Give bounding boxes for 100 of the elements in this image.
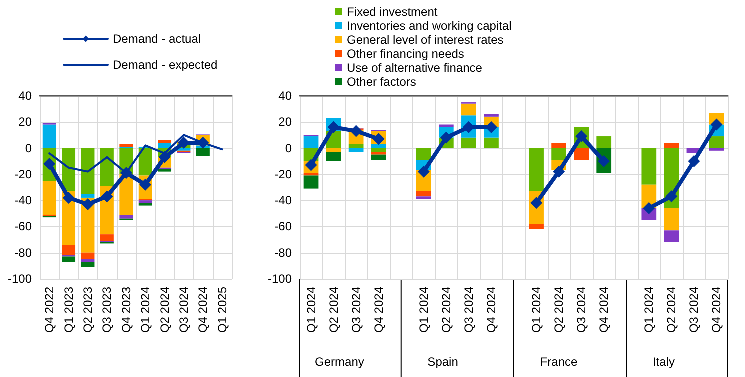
x-tick-label: Q3 2024 xyxy=(349,286,364,334)
x-tick-label: Q3 2024 xyxy=(462,286,476,334)
x-tick-label: Q4 2022 xyxy=(42,286,57,334)
bar xyxy=(120,144,134,147)
bar xyxy=(416,196,432,200)
y-tick-label: -60 xyxy=(14,220,32,234)
text: Italy xyxy=(652,355,675,369)
bar xyxy=(371,144,386,148)
x-tick-label: Q1 2025 xyxy=(215,286,230,334)
point xyxy=(418,166,430,178)
bar xyxy=(462,104,476,116)
legend-label: Other financing needs xyxy=(347,47,464,61)
y-tick-label: -80 xyxy=(14,246,32,260)
bar xyxy=(138,203,152,206)
bar xyxy=(81,262,95,268)
bar xyxy=(709,148,724,151)
bar xyxy=(100,234,114,242)
bar xyxy=(529,224,544,230)
y-tick-label: -40 xyxy=(14,194,32,208)
x-tick-label: Q2 2024 xyxy=(158,286,172,334)
bar xyxy=(348,144,364,148)
bar xyxy=(304,173,319,176)
x-tick-label: Q2 2023 xyxy=(81,286,95,334)
bar xyxy=(304,136,319,148)
x-tick-label: Q4 2024 xyxy=(196,286,210,334)
legend-label: General level of interest rates xyxy=(347,33,504,47)
legend-label: Demand - expected xyxy=(113,58,218,72)
bar xyxy=(664,143,680,148)
text: Germany xyxy=(315,355,364,369)
bar xyxy=(462,138,476,148)
bar xyxy=(62,148,76,192)
point xyxy=(643,202,656,214)
bar xyxy=(371,148,386,152)
bar xyxy=(158,169,172,172)
y-tick-label: -100 xyxy=(268,272,292,286)
bar xyxy=(371,152,386,155)
bar xyxy=(326,152,342,162)
x-tick-label: Q4 2024 xyxy=(484,286,498,334)
bar xyxy=(664,230,680,242)
x-tick-label: Q4 2024 xyxy=(597,286,612,334)
point xyxy=(101,190,114,203)
x-tick-label: Q2 2024 xyxy=(326,286,341,334)
bar xyxy=(484,138,499,148)
bar xyxy=(552,148,566,160)
bar xyxy=(138,148,152,176)
y-tick-label: -100 xyxy=(8,272,32,286)
bar xyxy=(416,148,432,160)
bar xyxy=(42,180,56,215)
x-tick-label: Q1 2024 xyxy=(138,286,153,334)
y-tick-label: -20 xyxy=(14,167,32,182)
bar xyxy=(438,124,454,128)
x-tick-label: Q2 2024 xyxy=(664,286,679,334)
bar xyxy=(100,148,114,186)
bar xyxy=(158,140,172,144)
x-tick-label: Q3 2023 xyxy=(100,286,114,334)
bar xyxy=(304,176,319,189)
y-tick-label: 0 xyxy=(285,141,292,156)
x-tick-label: Q3 2024 xyxy=(574,286,589,334)
x-tick-label: Q4 2024 xyxy=(372,286,386,334)
legend-label: Demand - actual xyxy=(113,32,202,46)
bar xyxy=(120,214,134,219)
bar xyxy=(529,148,544,192)
legend-label: Use of alternative finance xyxy=(347,61,483,75)
x-tick-label: Q4 2023 xyxy=(119,286,134,334)
x-tick-label: Q1 2024 xyxy=(304,286,318,334)
bar xyxy=(664,208,680,231)
point xyxy=(440,132,452,144)
x-tick-label: Q1 2024 xyxy=(530,286,544,334)
point xyxy=(553,166,566,178)
legend-label: Other factors xyxy=(347,75,416,89)
point xyxy=(350,125,362,138)
bar xyxy=(371,154,386,160)
legend-label: Fixed investment xyxy=(347,5,438,19)
x-tick-label: Q1 2023 xyxy=(62,286,76,334)
y-tick-label: 20 xyxy=(18,115,32,130)
bar xyxy=(552,143,566,148)
point xyxy=(82,198,94,210)
bar xyxy=(416,191,432,197)
y-tick-label: 20 xyxy=(278,115,292,130)
y-tick-label: 40 xyxy=(18,89,32,103)
y-tick-label: -80 xyxy=(274,246,292,260)
bar xyxy=(62,245,76,256)
point xyxy=(710,118,723,131)
y-tick-label: -40 xyxy=(274,194,292,208)
bar xyxy=(81,148,95,194)
point xyxy=(158,151,171,164)
bar xyxy=(138,200,152,204)
bar xyxy=(642,148,657,185)
x-tick-label: Q2 2024 xyxy=(552,286,566,334)
bar xyxy=(62,256,76,262)
bar xyxy=(42,124,56,148)
y-tick-label: 40 xyxy=(278,89,292,103)
x-tick-label: Q2 2024 xyxy=(439,286,454,334)
point xyxy=(62,192,75,204)
x-tick-label: Q3 2024 xyxy=(687,286,702,334)
bar xyxy=(158,143,172,148)
bar xyxy=(81,194,95,198)
y-tick-label: -60 xyxy=(274,220,292,234)
x-tick-label: Q1 2024 xyxy=(642,286,656,334)
legend-label: Inventories and working capital xyxy=(347,19,512,33)
